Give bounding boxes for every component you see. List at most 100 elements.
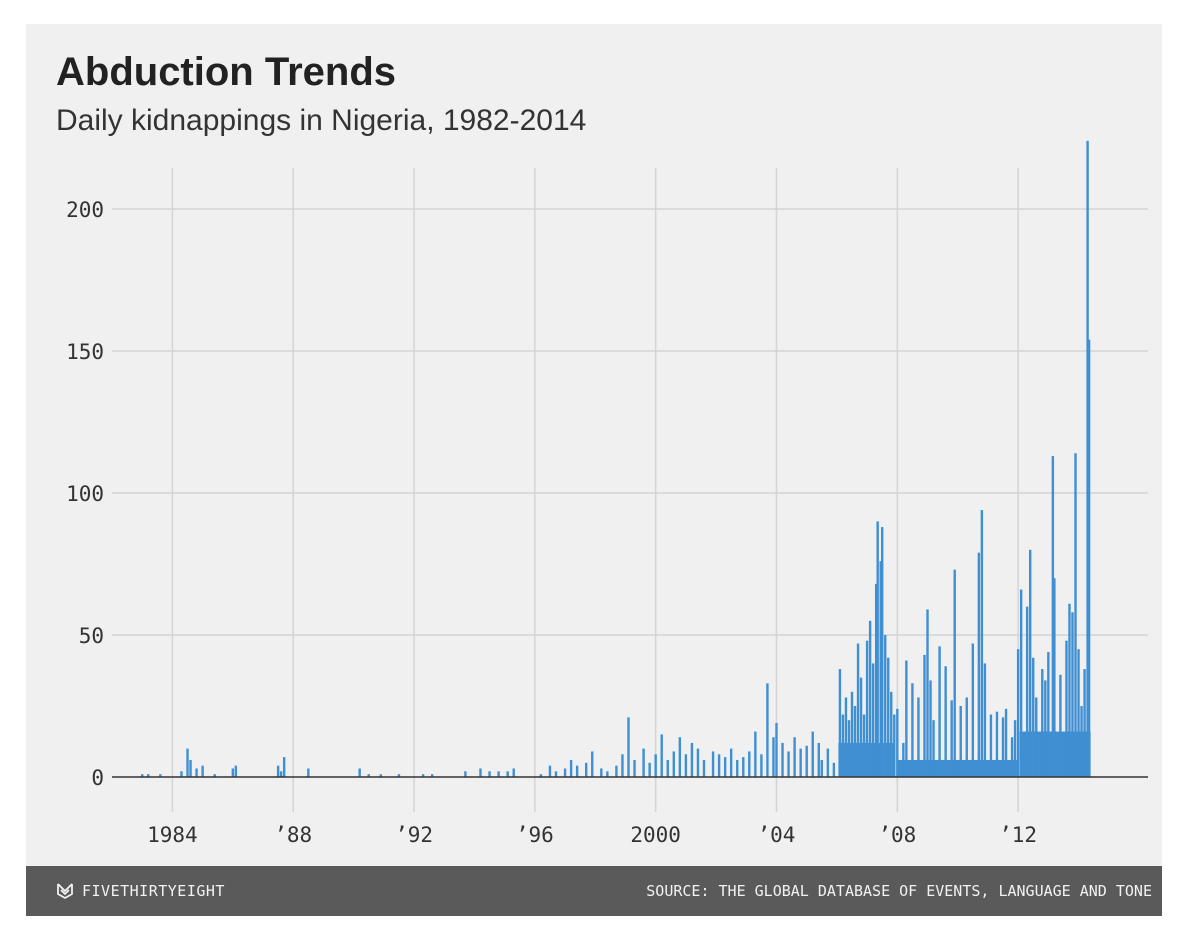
x-tick-label: ’12 xyxy=(999,823,1037,847)
bar xyxy=(539,774,543,777)
bar xyxy=(621,754,624,777)
bar xyxy=(1053,578,1056,777)
bar xyxy=(397,774,401,777)
bar xyxy=(627,717,630,777)
bar xyxy=(926,609,929,777)
fivethirtyeight-logo-icon xyxy=(57,883,73,899)
bar xyxy=(1019,589,1023,777)
y-tick-label: 100 xyxy=(66,482,104,506)
bar xyxy=(575,765,579,777)
bar xyxy=(1051,456,1055,777)
bar xyxy=(379,774,383,777)
y-tick-label: 200 xyxy=(66,198,104,222)
bar xyxy=(666,759,669,777)
bar xyxy=(853,706,857,777)
bar xyxy=(772,737,775,777)
bar xyxy=(1065,640,1068,777)
x-tick-label: 1984 xyxy=(147,823,198,847)
bar xyxy=(760,754,763,777)
bar xyxy=(189,759,192,777)
bar xyxy=(838,669,842,777)
bar xyxy=(932,720,935,777)
bar xyxy=(1074,453,1077,777)
bar xyxy=(965,697,968,777)
bar xyxy=(186,748,189,777)
bar xyxy=(615,765,618,777)
bar xyxy=(944,666,947,777)
bar xyxy=(950,700,953,777)
bar xyxy=(1059,674,1062,777)
bar xyxy=(781,742,784,777)
bar xyxy=(1071,612,1074,777)
bar xyxy=(231,768,235,777)
bar xyxy=(938,646,941,777)
bar xyxy=(723,757,727,777)
bar xyxy=(799,748,802,777)
bar xyxy=(213,774,216,777)
bar xyxy=(887,657,890,777)
bar xyxy=(868,620,872,777)
bar xyxy=(1016,649,1020,777)
bar xyxy=(793,737,796,777)
bar xyxy=(642,748,645,777)
source-note: SOURCE: THE GLOBAL DATABASE OF EVENTS, L… xyxy=(646,882,1152,900)
bar xyxy=(893,714,896,777)
bar xyxy=(1083,669,1086,777)
bar xyxy=(841,714,845,777)
bar xyxy=(1087,339,1091,777)
bar xyxy=(276,765,280,777)
bar xyxy=(307,768,310,777)
bar xyxy=(660,734,663,777)
bar xyxy=(917,697,920,777)
bar xyxy=(1086,140,1089,778)
y-tick-label: 0 xyxy=(91,766,104,790)
bar xyxy=(862,714,866,777)
bar xyxy=(654,754,657,777)
bar xyxy=(874,583,878,777)
y-tick-label: 150 xyxy=(66,340,104,364)
bar xyxy=(464,771,467,777)
bar xyxy=(512,768,515,777)
bar xyxy=(563,768,567,777)
bar xyxy=(977,552,981,777)
bar xyxy=(497,771,500,777)
bar xyxy=(820,759,823,777)
bar xyxy=(1068,603,1071,777)
bar xyxy=(279,771,283,777)
bar xyxy=(748,751,751,777)
bar xyxy=(881,527,884,777)
bar xyxy=(896,708,899,777)
bar xyxy=(479,768,482,777)
bar xyxy=(989,714,993,777)
bar xyxy=(421,774,425,777)
bar xyxy=(902,742,905,777)
footer-bar: FIVETHIRTYEIGHT SOURCE: THE GLOBAL DATAB… xyxy=(26,866,1162,916)
bar xyxy=(195,768,198,777)
x-tick-label: ’96 xyxy=(516,823,554,847)
bar xyxy=(1004,708,1008,777)
bar xyxy=(159,774,162,777)
bar xyxy=(844,697,848,777)
bar xyxy=(817,742,820,777)
bar xyxy=(201,765,204,777)
bar xyxy=(282,757,286,777)
bar xyxy=(953,569,956,777)
bar xyxy=(884,635,887,777)
bar xyxy=(905,660,908,777)
bar xyxy=(367,774,370,777)
bar xyxy=(811,731,814,777)
baseline-band xyxy=(897,759,1019,777)
bar xyxy=(1010,737,1014,777)
bar xyxy=(430,774,434,777)
bar xyxy=(1035,697,1038,777)
bar xyxy=(1077,649,1080,777)
bar xyxy=(832,762,836,777)
bar xyxy=(1001,717,1005,777)
bar xyxy=(702,759,706,777)
bar xyxy=(766,683,769,777)
bar xyxy=(717,754,721,777)
bar xyxy=(879,561,882,777)
bar xyxy=(850,691,854,777)
x-tick-label: ’88 xyxy=(274,823,312,847)
bar xyxy=(995,711,999,777)
